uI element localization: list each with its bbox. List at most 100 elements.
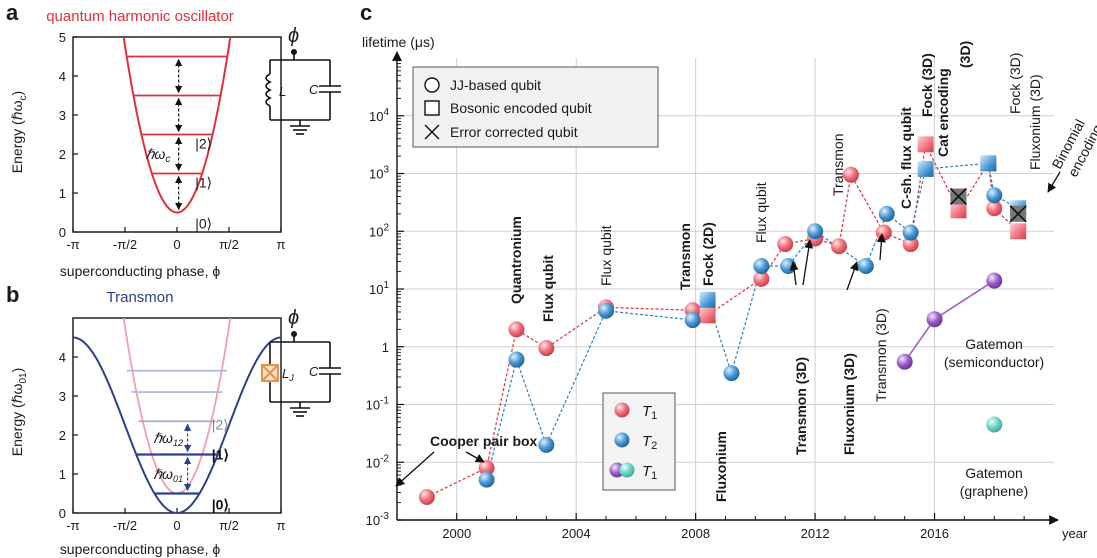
arrow-transmon3d-1 [789,261,799,286]
ann-quantronium: Quantronium [508,216,524,304]
ann-fluxonium-3d-2018: Fluxonium (3D) [1027,74,1043,170]
transmon-capacitor-label: C [309,364,319,379]
ann-gatemon-semi: Gatemon [965,336,1023,352]
point-t1 [842,166,859,183]
annotation-arrows [395,171,1061,487]
point-t1-square [1010,223,1027,240]
error-corrected-cross [1009,205,1027,223]
ann-flux-qubit: Flux qubit [598,225,614,286]
series-legend: T1 T2 T1 [602,392,676,491]
arrow-cooper-1 [395,451,435,487]
qho-state-label: |1⟩ [195,175,212,191]
point-t2 [508,351,525,368]
lifetime-ylabel: lifetime (μs) [362,34,435,50]
year-tick: 2004 [562,526,591,541]
point-t1 [875,224,892,241]
transmon-phi: ϕ [288,307,299,329]
qho-plot: -π -π/2 0 π/2 π 0 1 2 3 4 5 ℏωc |0⟩ |1⟩ |2⟩ [59,30,286,252]
legend-square-icon [424,100,440,116]
lifetime-tick: 101 [369,280,389,297]
ann-cooper-pair-box: Cooper pair box [430,433,538,449]
ann-fluxonium-3d-bold: Fluxonium (3D) [841,353,857,455]
point-t2 [684,312,701,329]
point-t2 [753,258,770,275]
point-t2-square [699,291,716,308]
josephson-junction-icon [261,364,279,382]
year-tick: 2012 [801,526,830,541]
point-t2 [878,205,895,222]
qho-axes-xtick: -π [66,237,79,252]
tr-axes-xtick: π [277,518,286,533]
ann-transmon-2013: Transmon [830,133,846,196]
tr-axes-ytick: 4 [59,350,66,365]
qho-potential [122,37,232,214]
legend-jj: JJ-based qubit [450,77,541,93]
tr-axes-ytick: 0 [59,506,66,521]
tr-axes-xtick: -π [66,518,79,533]
point-t1-square [699,307,716,324]
point-gatemon-semi [926,311,943,328]
point-t1 [986,200,1003,217]
ann-transmon-bold: Transmon [677,223,693,290]
series-line-t2 [486,162,1019,480]
ann-gatemon-graphene: Gatemon [965,465,1023,481]
lc-capacitor-label: C [309,82,319,97]
tr-axes-xtick: -π/2 [113,518,137,533]
ann-fluxonium: Fluxonium [713,431,729,502]
transmon-state-label: |1⟩ [212,447,229,463]
arrow-fluxonium3d [846,261,859,291]
lifetime-tick: 102 [369,222,389,239]
tr-axes-ytick: 1 [59,467,66,482]
ann-transmon-3d-2015: Transmon (3D) [873,308,889,402]
point-t2 [598,302,615,319]
qho-spacing-label: ℏωc [146,146,171,165]
transmon-spacing-label: ℏω12 [153,430,183,448]
panel-b: b Transmon -π -π/2 0 π/2 π 0 1 2 3 4 ℏω01 ℏω12 |0⟩ |1… [6,282,341,557]
panel-a: a quantum harmonic oscillator -π -π/2 0 π/2… [6,0,341,279]
qho-axes-ytick: 5 [59,30,66,45]
qho-axes-ytick: 1 [59,186,66,201]
point-gatemon-semi [986,272,1003,289]
year-tick: 2016 [920,526,949,541]
qho-xlabel: superconducting phase, ϕ [60,263,221,279]
legend-bosonic: Bosonic encoded qubit [450,100,592,116]
year-tick: 2000 [442,526,471,541]
lc-phi: ϕ [288,25,299,47]
legend-cross-icon [424,124,440,140]
ann-gatemon-graphene-sub: (graphene) [960,483,1029,499]
legend-gatemon-t1: T1 [642,463,657,482]
legend-t2: T2 [642,433,657,452]
transmon-node [291,331,297,337]
transmon-state-label: |0⟩ [212,497,229,513]
qho-axes-ytick: 4 [59,69,66,84]
ann-fock-3d-bold: Fock (3D) [919,53,935,117]
point-t1 [538,340,555,357]
point-t2 [857,258,874,275]
lifetime-tick: 1 [382,340,389,355]
qho-axes-xtick: 0 [173,237,180,252]
panel-b-title: Transmon [107,289,174,306]
lifetime-tick: 10-1 [366,396,390,413]
point-t2-square [980,155,997,172]
lifetime-tick: 104 [369,107,389,124]
panel-c: c 2000 2004 2008 2012 2016 10-3 10-2 10-1 1 101 10… [360,0,1097,541]
point-t1 [830,238,847,255]
lifetime-xlabel: year [1062,526,1088,541]
panel-a-title: quantum harmonic oscillator [46,8,234,25]
point-t1 [508,321,525,338]
point-t1-square [950,202,967,219]
legend-t1-icon [614,402,630,418]
ann-cat-encoding: Cat encoding [935,68,951,157]
point-t2 [478,471,495,488]
transmon-xlabel: superconducting phase, ϕ [60,541,221,557]
arrow-binomial [1047,171,1061,193]
lifetime-tick: 10-3 [366,511,390,528]
transmon-ylabel: Energy (ℏω01) [9,368,29,457]
ann-fock-3d-2018: Fock (3D) [1007,53,1023,114]
qho-axes-xtick: π/2 [219,237,239,252]
point-t1 [478,459,495,476]
lifetime-markers [418,136,1027,506]
transmon-circuit [269,334,341,417]
arrow-cooper-2 [465,451,485,463]
